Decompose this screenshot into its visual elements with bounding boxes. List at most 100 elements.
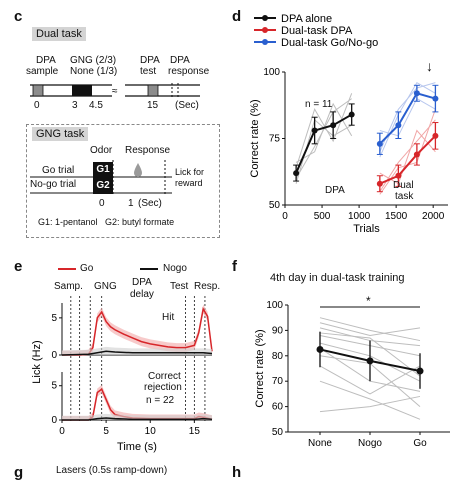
d-n-label: n = 11 (305, 99, 333, 110)
e-sem-band (62, 385, 212, 420)
d-legend-text: DPA alone (281, 13, 332, 25)
f-mean-point (416, 367, 424, 375)
d-x-tick-label: 0 (282, 211, 288, 222)
d-y-tick-label: 100 (263, 67, 280, 78)
nogo-trial-label: No-go trial (30, 179, 77, 190)
f-mean-point (366, 357, 374, 365)
d-x-tick-label: 1500 (385, 211, 408, 222)
f-mean-point (316, 345, 324, 353)
d-data-point (395, 122, 402, 129)
gng-tick-1: 1 (128, 198, 134, 209)
e-x-tick-label: 10 (145, 426, 157, 437)
d-dpa-label: DPA (325, 185, 345, 196)
d-series-line (295, 113, 353, 174)
d-data-point (413, 151, 420, 158)
e-x-axis-label: Time (s) (117, 441, 157, 453)
d-x-axis-label: Trials (353, 223, 380, 235)
e-event-samp: Samp. (54, 281, 83, 292)
f-individual-line (319, 365, 421, 395)
timeline-tick-0: 0 (34, 100, 40, 111)
d-data-point (293, 170, 300, 177)
dpa-sample-line2: sample (26, 66, 59, 77)
odor-legend: G1: 1-pentanol G2: butyl formate (38, 217, 175, 227)
panel-e-label: e (14, 258, 23, 275)
e-y-tick-label: 0 (51, 350, 57, 361)
e-cr-line2: rejection (144, 382, 182, 393)
f-y-tick-label: 50 (272, 427, 284, 438)
d-data-point (376, 180, 383, 187)
d-legend-marker (262, 39, 268, 45)
f-sig-star: * (366, 294, 371, 308)
timeline-tick-3: 3 (72, 100, 78, 111)
water-drop-icon (134, 163, 142, 177)
d-data-point (432, 95, 439, 102)
panel-d-label: d (232, 8, 242, 25)
d-legend-text: Dual-task Go/No-go (281, 37, 378, 49)
d-individual-line (295, 93, 353, 168)
gng-task-box (26, 124, 220, 238)
e-y-axis-label: Lick (Hz) (31, 340, 43, 383)
f-individual-line (319, 395, 421, 413)
panel-g-label: g (14, 464, 24, 481)
e-event-delay: delay (130, 289, 154, 300)
d-data-point (330, 122, 337, 129)
down-arrow-icon: ↓ (426, 58, 433, 74)
d-data-point (348, 111, 355, 118)
e-y-tick-label: 0 (51, 415, 57, 426)
f-individual-line (319, 322, 421, 336)
e-y-tick-label: 5 (51, 381, 57, 392)
e-event-test: Test (170, 281, 189, 292)
e-x-tick-label: 5 (103, 426, 109, 437)
dpa-sample-line1: DPA (36, 55, 56, 66)
lick-reward-line1: Lick for (175, 167, 205, 177)
e-n-label: n = 22 (146, 395, 175, 406)
f-x-tick-label: None (308, 438, 332, 449)
f-individual-line (319, 317, 421, 342)
dpa-test-line1: DPA (140, 55, 160, 66)
gng-top-line2: None (1/3) (70, 66, 118, 77)
dpa-response-line1: DPA (170, 55, 190, 66)
f-y-tick-label: 100 (266, 300, 283, 311)
d-y-axis-label: Correct rate (%) (249, 99, 261, 177)
e-x-tick-label: 15 (189, 426, 201, 437)
d-series-line (379, 92, 436, 145)
d-data-point (432, 132, 439, 139)
gng-top-line1: GNG (2/3) (70, 55, 117, 66)
d-y-tick-label: 75 (269, 134, 281, 145)
g-fragment: Lasers (0.5s ramp-down) (56, 465, 168, 476)
gng-unit: (Sec) (138, 198, 162, 209)
gng-task-title: GNG task (32, 127, 89, 141)
d-x-tick-label: 500 (314, 211, 331, 222)
d-data-point (413, 90, 420, 97)
timeline-unit: (Sec) (175, 100, 199, 111)
d-legend-marker (262, 15, 268, 21)
d-legend-marker (262, 27, 268, 33)
e-hit-label: Hit (162, 312, 175, 323)
d-dual-label-1: Dual (393, 180, 414, 191)
f-x-tick-label: Go (413, 438, 427, 449)
f-x-tick-label: Nogo (358, 438, 382, 449)
f-y-tick-label: 90 (272, 325, 284, 336)
d-dual-label-2: task (395, 191, 414, 202)
d-x-tick-label: 1000 (348, 211, 371, 222)
e-y-tick-label: 5 (51, 313, 57, 324)
g2-box: G2 (93, 178, 113, 194)
e-legend-nogo: Nogo (163, 263, 187, 274)
f-y-tick-label: 60 (272, 402, 284, 413)
panel-h-label: h (232, 464, 242, 481)
f-y-tick-label: 80 (272, 351, 284, 362)
d-series-line (379, 135, 437, 185)
f-y-tick-label: 70 (272, 376, 284, 387)
d-individual-line-red (379, 129, 436, 185)
f-title: 4th day in dual-task training (270, 272, 405, 284)
dual-task-title: Dual task (32, 27, 86, 41)
lick-reward-line2: reward (175, 178, 203, 188)
e-cr-line1: Correct (148, 371, 181, 382)
e-event-dpa: DPA (132, 277, 152, 288)
g1-box: G1 (93, 162, 113, 178)
e-event-resp: Resp. (194, 281, 221, 292)
